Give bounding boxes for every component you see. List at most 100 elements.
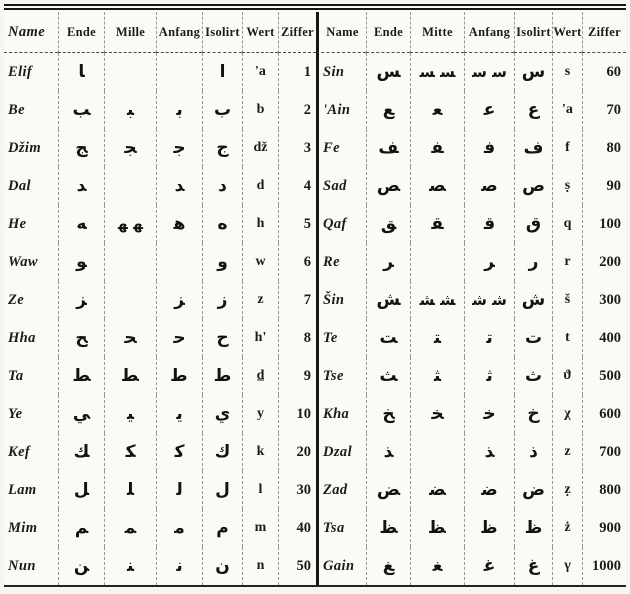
form-isolirt: ر xyxy=(514,243,552,281)
letter-name: Kha xyxy=(316,395,366,433)
form-anfang: خ‍ xyxy=(464,395,514,433)
wert-value: n xyxy=(242,547,278,585)
letter-name: Sad xyxy=(316,167,366,205)
form-isolirt: ل xyxy=(202,471,242,509)
form-anfang: ‍ذ xyxy=(464,433,514,471)
form-isolirt: ف xyxy=(514,129,552,167)
letter-name: Te xyxy=(316,319,366,357)
wert-value: k xyxy=(242,433,278,471)
ziffer-value: 9 xyxy=(278,357,316,395)
wert-value: 'a xyxy=(552,91,582,129)
form-isolirt: ج xyxy=(202,129,242,167)
form-ende: ‍و xyxy=(58,243,104,281)
form-mitte: ‍ح‍ xyxy=(104,319,156,357)
alphabet-table: Name Ende Mille Anfang Isolirt Wert Ziff… xyxy=(4,4,626,587)
form-mitte xyxy=(410,433,464,471)
form-isolirt: خ xyxy=(514,395,552,433)
letter-name: Ze xyxy=(8,291,25,308)
ziffer-value: 200 xyxy=(582,243,626,281)
form-isolirt: ق xyxy=(514,205,552,243)
form-mitte: ‍ف‍ xyxy=(410,129,464,167)
form-anfang: ط‍ xyxy=(156,357,202,395)
form-mitte: ‍ش‍ ‍ش‍ xyxy=(410,281,464,319)
form-mitte: ‍ت‍ xyxy=(410,319,464,357)
wert-value: r xyxy=(552,243,582,281)
form-ende: ‍ن xyxy=(58,547,104,585)
ziffer-value: 1000 xyxy=(582,547,626,585)
wert-value: m xyxy=(242,509,278,547)
ziffer-value: 7 xyxy=(278,281,316,319)
ziffer-value: 100 xyxy=(582,205,626,243)
form-isolirt: ض xyxy=(514,471,552,509)
form-anfang xyxy=(156,53,202,91)
wert-value: ṣ xyxy=(552,167,582,205)
form-mitte: ‍ص‍ xyxy=(410,167,464,205)
letter-name: Tse xyxy=(316,357,366,395)
header-left-ziffer: Ziffer xyxy=(278,12,316,53)
letter-name: Qaf xyxy=(316,205,366,243)
header-left-ende: Ende xyxy=(58,12,104,53)
form-mitte: ‍ج‍ xyxy=(104,129,156,167)
form-ende: ‍ز xyxy=(58,281,104,319)
form-anfang: ‍د xyxy=(156,167,202,205)
form-ende: ‍س xyxy=(366,53,410,91)
ziffer-value: 50 xyxy=(278,547,316,585)
letter-name: Šin xyxy=(316,281,366,319)
ziffer-value: 10 xyxy=(278,395,316,433)
form-anfang: ي‍ xyxy=(156,395,202,433)
header-right-ende: Ende xyxy=(366,12,410,53)
letter-name: Zad xyxy=(316,471,366,509)
header-right-isolirt: Isolirt xyxy=(514,12,552,53)
wert-value: h xyxy=(242,205,278,243)
form-anfang: م‍ xyxy=(156,509,202,547)
ziffer-value: 300 xyxy=(582,281,626,319)
form-isolirt: ا xyxy=(202,53,242,91)
form-anfang: ‍ز xyxy=(156,281,202,319)
wert-value: s xyxy=(552,53,582,91)
scanned-page: Name Ende Mille Anfang Isolirt Wert Ziff… xyxy=(4,4,626,587)
ziffer-value: 6 xyxy=(278,243,316,281)
letter-name: Ta xyxy=(8,367,24,384)
form-isolirt: ز xyxy=(202,281,242,319)
wert-value: χ xyxy=(552,395,582,433)
form-mitte: ‍ع‍ xyxy=(410,91,464,129)
header-right-ziffer: Ziffer xyxy=(582,12,626,53)
letter-name: Be xyxy=(8,101,25,118)
form-mitte: ‍خ‍ xyxy=(410,395,464,433)
form-ende: ‍ع xyxy=(366,91,410,129)
letter-name: Lam xyxy=(8,481,37,498)
form-anfang: ن‍ xyxy=(156,547,202,585)
form-mitte: ‍ث‍ xyxy=(410,357,464,395)
ziffer-value: 4 xyxy=(278,167,316,205)
header-left-anfang: Anfang xyxy=(156,12,202,53)
wert-value: z xyxy=(242,281,278,319)
form-isolirt: ش xyxy=(514,281,552,319)
form-anfang: ف‍ xyxy=(464,129,514,167)
letter-name: Re xyxy=(316,243,366,281)
form-isolirt: و xyxy=(202,243,242,281)
wert-value: b xyxy=(242,91,278,129)
form-isolirt: ط xyxy=(202,357,242,395)
form-isolirt: غ xyxy=(514,547,552,585)
letter-name: Nun xyxy=(8,557,36,574)
wert-value: y xyxy=(242,395,278,433)
wert-value: q xyxy=(552,205,582,243)
ziffer-value: 40 xyxy=(278,509,316,547)
form-ende: ‍ا xyxy=(58,53,104,91)
form-anfang: ح‍ xyxy=(156,319,202,357)
form-ende: ‍ه xyxy=(58,205,104,243)
ziffer-value: 800 xyxy=(582,471,626,509)
wert-value: d xyxy=(242,167,278,205)
header-right-mitte: Mitte xyxy=(410,12,464,53)
wert-value: z xyxy=(552,433,582,471)
form-isolirt: ب xyxy=(202,91,242,129)
form-ende: ‍غ xyxy=(366,547,410,585)
form-isolirt: ظ xyxy=(514,509,552,547)
ziffer-value: 70 xyxy=(582,91,626,129)
wert-value: ϑ xyxy=(552,357,582,395)
form-mitte: ‍ل‍ xyxy=(104,471,156,509)
form-mitte: ‍ي‍ xyxy=(104,395,156,433)
form-mitte: ‍غ‍ xyxy=(410,547,464,585)
form-anfang: ش‍ ش‍ xyxy=(464,281,514,319)
form-anfang: غ‍ xyxy=(464,547,514,585)
